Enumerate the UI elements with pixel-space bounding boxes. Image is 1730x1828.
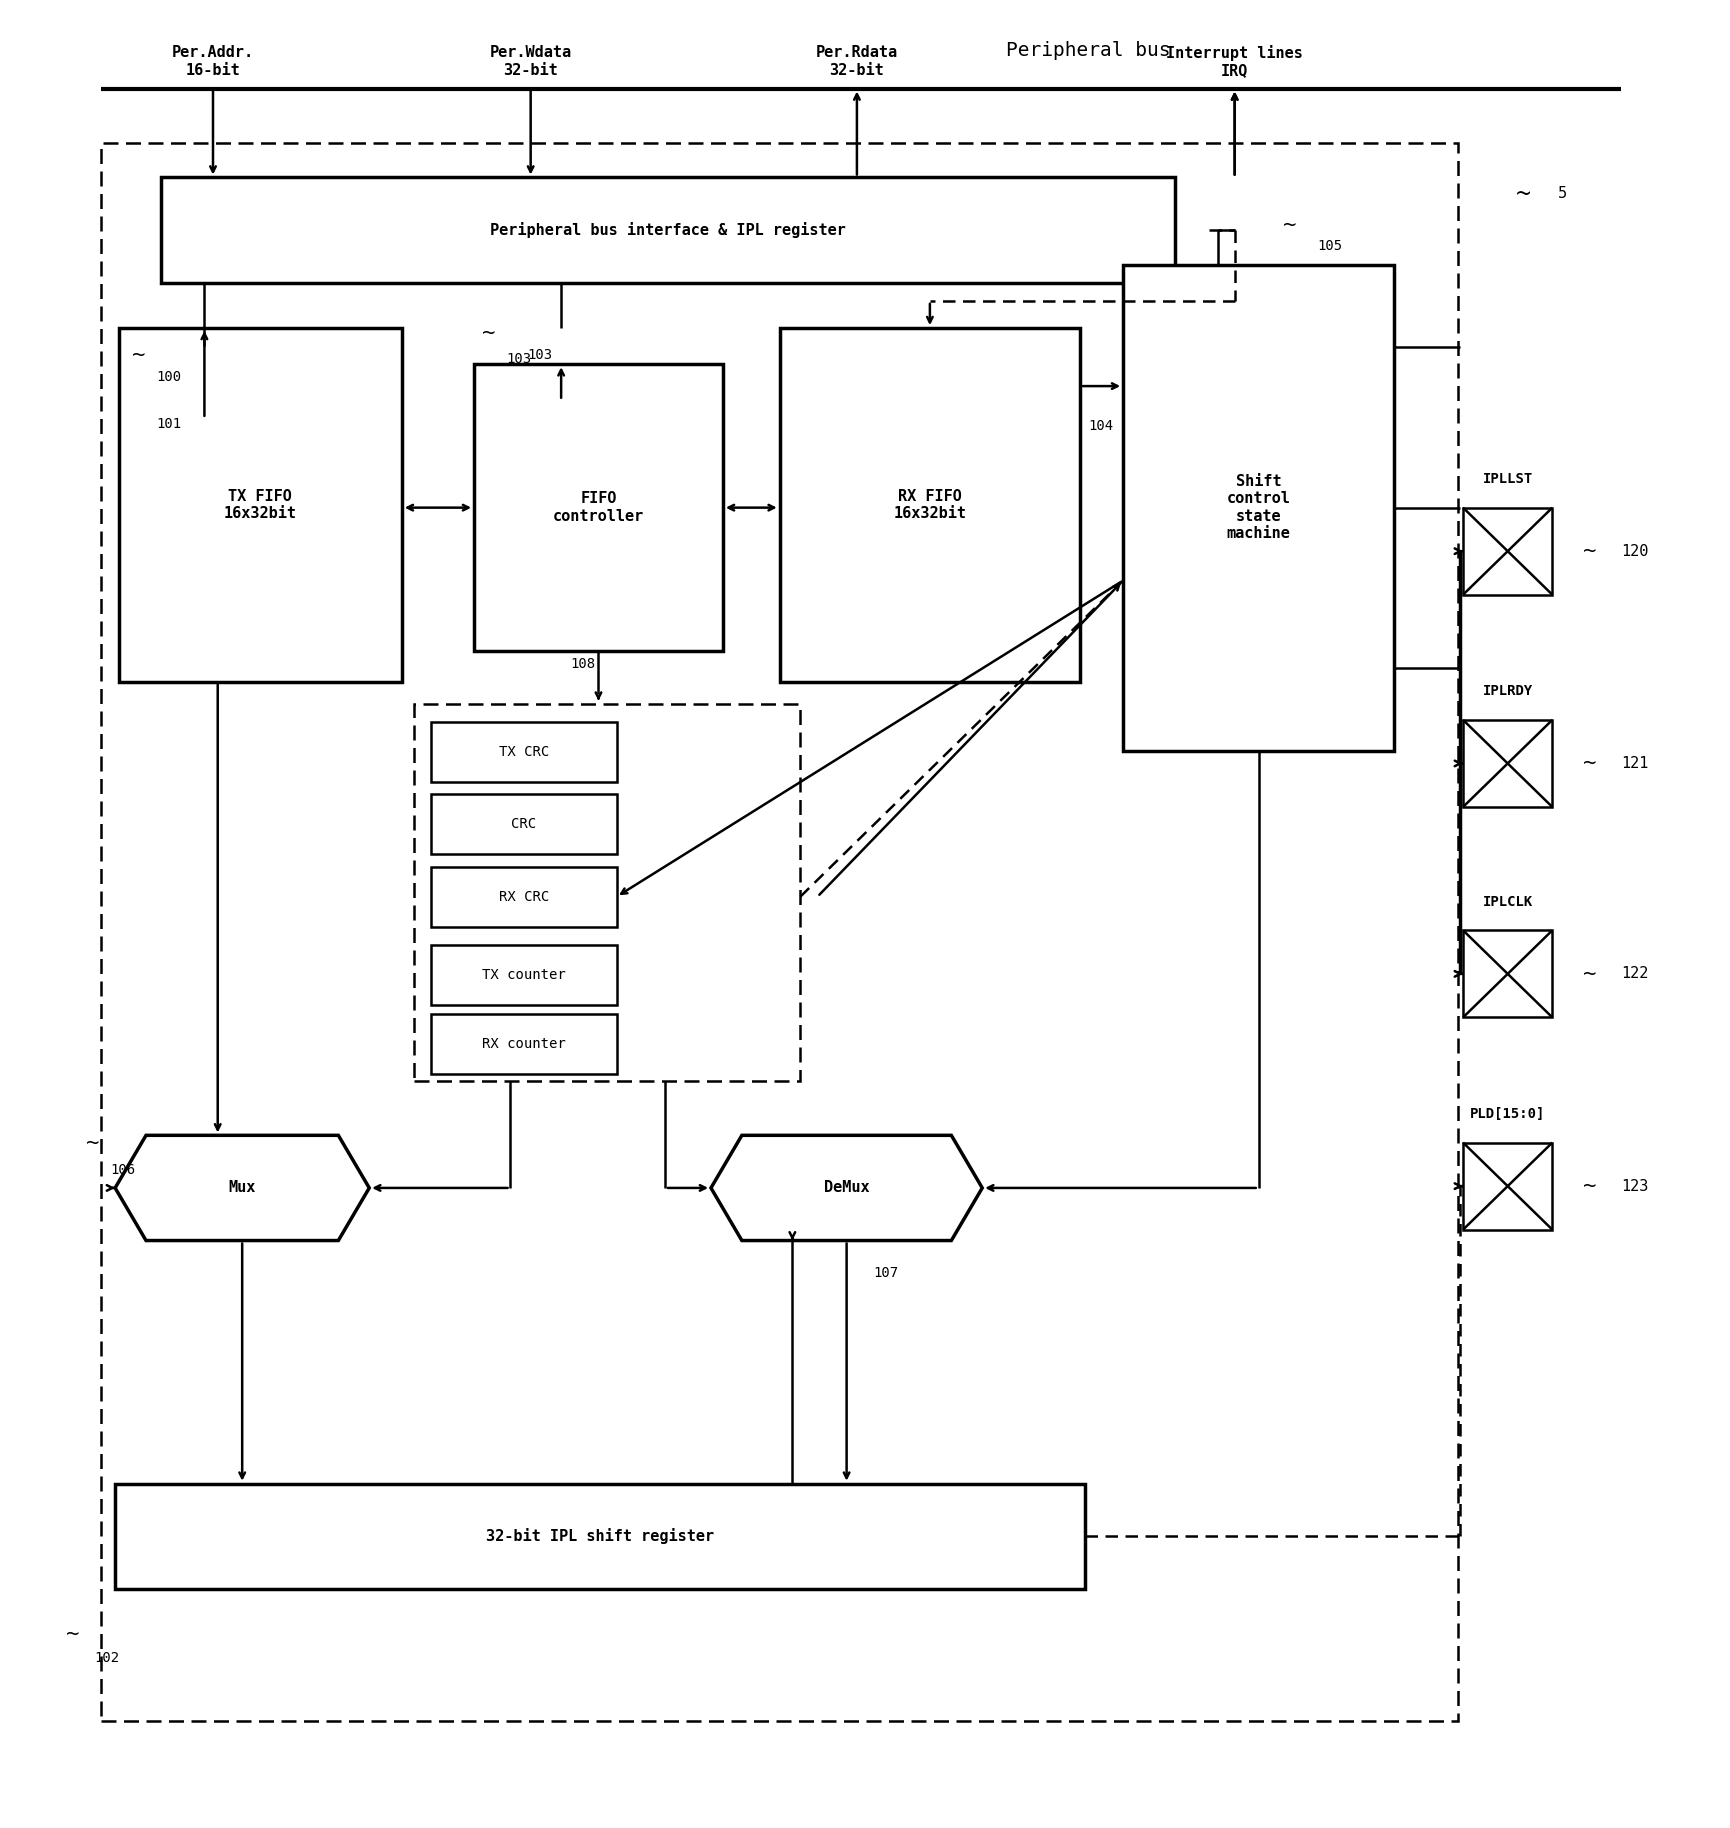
Text: 104: 104 [1088,419,1112,433]
Text: 106: 106 [111,1163,135,1177]
Bar [431,866,616,927]
Text: 120: 120 [1619,543,1647,559]
Text: RX CRC: RX CRC [498,890,548,903]
Bar [1462,720,1552,806]
Bar [102,143,1457,1722]
Bar [431,722,616,782]
Bar [474,364,723,651]
Text: Shift
control
state
machine: Shift control state machine [1227,473,1291,541]
Text: 103: 103 [505,351,531,366]
Text: RX FIFO
16x32bit: RX FIFO 16x32bit [893,488,965,521]
Text: TX CRC: TX CRC [498,744,548,759]
Bar [1462,930,1552,1018]
Text: ~: ~ [1515,181,1529,207]
Text: 5: 5 [1557,186,1566,201]
Bar [778,327,1080,682]
Text: Per.Addr.
16-bit: Per.Addr. 16-bit [171,46,254,77]
Text: PLD[15:0]: PLD[15:0] [1469,1106,1545,1121]
Text: FIFO
controller: FIFO controller [552,492,644,525]
Text: ~: ~ [86,1133,99,1153]
Bar [118,327,401,682]
Polygon shape [116,1135,368,1241]
Text: 123: 123 [1619,1179,1647,1194]
Bar [431,945,616,1005]
Text: IPLCLK: IPLCLK [1481,894,1533,909]
Text: TX counter: TX counter [481,967,566,982]
Text: ~: ~ [483,324,495,344]
Bar [116,1484,1085,1589]
Text: 32-bit IPL shift register: 32-bit IPL shift register [486,1528,714,1545]
Text: RX counter: RX counter [481,1036,566,1051]
Text: ~: ~ [1282,214,1296,234]
Polygon shape [711,1135,981,1241]
Text: Per.Wdata
32-bit: Per.Wdata 32-bit [490,46,571,77]
Text: 121: 121 [1619,757,1647,771]
Bar [1462,1142,1552,1230]
Text: ~: ~ [1583,541,1595,561]
Text: 100: 100 [156,369,182,384]
Bar [1123,265,1394,751]
Text: ~: ~ [1583,1175,1595,1196]
Bar [431,1015,616,1073]
Text: Mux: Mux [228,1181,256,1196]
Text: Interrupt lines
IRQ: Interrupt lines IRQ [1166,44,1303,79]
Text: 107: 107 [874,1267,898,1280]
Bar [413,704,799,1080]
Text: 122: 122 [1619,967,1647,982]
Text: ~: ~ [66,1625,80,1643]
Text: DeMux: DeMux [823,1181,868,1196]
Text: Peripheral bus interface & IPL register: Peripheral bus interface & IPL register [490,221,846,238]
Text: 102: 102 [95,1651,119,1665]
Text: 103: 103 [528,349,552,362]
Text: ~: ~ [1583,753,1595,773]
Text: ~: ~ [1583,963,1595,983]
Text: IPLRDY: IPLRDY [1481,684,1533,698]
Text: TX FIFO
16x32bit: TX FIFO 16x32bit [223,488,296,521]
Text: IPLLST: IPLLST [1481,472,1533,486]
Text: ~: ~ [133,345,145,366]
Text: Per.Rdata
32-bit: Per.Rdata 32-bit [815,46,898,77]
Text: Peripheral bus: Peripheral bus [1005,40,1169,60]
Text: 108: 108 [569,656,595,671]
Text: CRC: CRC [510,817,536,832]
Bar [161,177,1175,283]
Bar [431,795,616,854]
Text: 105: 105 [1317,239,1342,254]
Text: 101: 101 [156,417,182,431]
Bar [1462,508,1552,594]
